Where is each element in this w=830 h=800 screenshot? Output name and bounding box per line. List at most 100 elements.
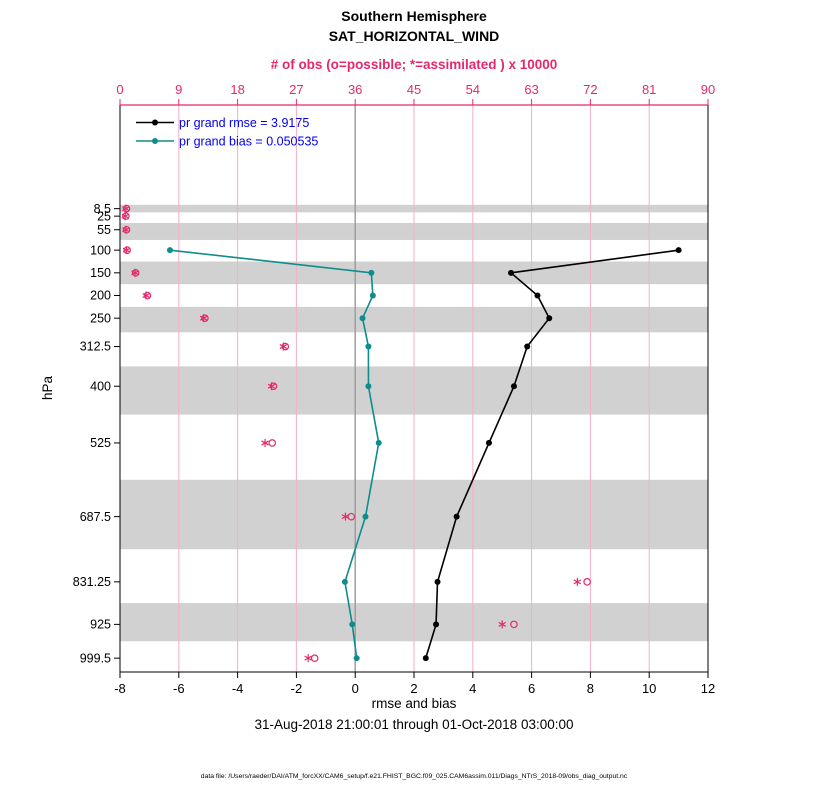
legend-samples bbox=[136, 119, 174, 144]
y-axis-label: hPa bbox=[40, 376, 55, 401]
svg-text:-8: -8 bbox=[114, 681, 126, 696]
assimilated-obs-marker bbox=[498, 620, 506, 629]
assimilated-obs-marker bbox=[122, 246, 131, 255]
svg-text:18: 18 bbox=[230, 82, 244, 97]
svg-text:925: 925 bbox=[90, 618, 111, 632]
possible-obs-marker bbox=[583, 578, 591, 586]
x-axis-label: rmse and bias bbox=[372, 696, 457, 711]
possible-obs-marker bbox=[123, 246, 131, 254]
bias-point bbox=[166, 247, 173, 254]
svg-text:8.5: 8.5 bbox=[94, 202, 111, 216]
generated-chart-layers: -8 -6 -4 -2 0 2 4 6 8 10 12 0 9 18 27 36 45 54 63 72 81 90 8.5… bbox=[73, 82, 715, 696]
top-axis-label: # of obs (o=possible; *=assimilated ) x … bbox=[271, 57, 558, 72]
svg-text:6: 6 bbox=[528, 681, 535, 696]
possible-obs-marker bbox=[122, 204, 131, 213]
svg-text:200: 200 bbox=[90, 289, 111, 303]
svg-text:25: 25 bbox=[97, 209, 111, 223]
svg-text:100: 100 bbox=[90, 243, 111, 257]
assimilated-obs-marker bbox=[142, 291, 150, 300]
svg-text:72: 72 bbox=[583, 82, 597, 97]
assimilated-obs-marker bbox=[199, 314, 208, 323]
rmse-point bbox=[422, 655, 429, 662]
legend-label-rmse: pr grand rmse = 3.9175 bbox=[179, 116, 309, 130]
svg-text:12: 12 bbox=[701, 681, 715, 696]
figure-title-line1: Southern Hemisphere bbox=[341, 8, 487, 24]
possible-obs-marker bbox=[122, 225, 131, 234]
rmse-point bbox=[453, 513, 460, 520]
svg-text:81: 81 bbox=[642, 82, 656, 97]
possible-obs-marker bbox=[347, 512, 356, 521]
svg-text:54: 54 bbox=[466, 82, 480, 97]
bias-point bbox=[353, 655, 360, 662]
bias-point bbox=[341, 578, 348, 585]
svg-text:90: 90 bbox=[701, 82, 715, 97]
svg-text:36: 36 bbox=[348, 82, 362, 97]
svg-text:312.5: 312.5 bbox=[80, 340, 111, 354]
possible-obs-marker bbox=[143, 291, 152, 300]
assimilated-obs-marker bbox=[261, 438, 269, 447]
svg-text:9: 9 bbox=[175, 82, 182, 97]
bias-point bbox=[365, 343, 372, 350]
rmse-point bbox=[508, 269, 515, 276]
svg-text:250: 250 bbox=[90, 311, 111, 325]
possible-obs-marker bbox=[281, 342, 290, 351]
svg-text:-6: -6 bbox=[173, 681, 185, 696]
possible-obs-marker bbox=[131, 269, 140, 277]
rmse-point bbox=[534, 292, 541, 299]
assimilated-obs-marker bbox=[267, 382, 276, 391]
figure-title-line2: SAT_HORIZONTAL_WIND bbox=[329, 28, 500, 44]
date-range-subtitle: 31-Aug-2018 21:00:01 through 01-Oct-2018… bbox=[255, 717, 574, 732]
svg-text:10: 10 bbox=[642, 681, 656, 696]
assimilated-obs-marker bbox=[573, 577, 582, 586]
bias-point bbox=[365, 383, 372, 390]
possible-obs-marker bbox=[269, 382, 278, 391]
assimilated-obs-marker bbox=[131, 268, 139, 277]
svg-text:150: 150 bbox=[90, 266, 111, 280]
svg-text:0: 0 bbox=[116, 82, 123, 97]
svg-text:8: 8 bbox=[587, 681, 594, 696]
legend-label-bias: pr grand bias = 0.050535 bbox=[179, 135, 318, 149]
svg-text:-4: -4 bbox=[232, 681, 244, 696]
bias-point bbox=[349, 621, 356, 628]
possible-obs-marker bbox=[122, 212, 130, 220]
top-axis-ticks: 0 9 18 27 36 45 54 63 72 81 90 bbox=[116, 82, 715, 105]
bias-point bbox=[368, 269, 375, 276]
rmse-point bbox=[675, 247, 682, 254]
svg-text:2: 2 bbox=[410, 681, 417, 696]
assimilated-obs-marker bbox=[279, 342, 288, 351]
svg-text:0: 0 bbox=[352, 681, 359, 696]
assimilated-obs-marker bbox=[122, 225, 130, 234]
svg-text:525: 525 bbox=[90, 436, 111, 450]
possible-obs-marker bbox=[510, 620, 518, 629]
assimilated-obs-marker bbox=[341, 512, 350, 521]
svg-text:400: 400 bbox=[90, 379, 111, 393]
assimilated-obs-marker bbox=[121, 212, 130, 221]
possible-obs-marker bbox=[268, 439, 277, 447]
possible-obs-marker bbox=[201, 314, 209, 322]
bias-point bbox=[359, 315, 366, 322]
bias-point bbox=[362, 513, 369, 520]
rmse-point bbox=[434, 578, 441, 585]
bias-series bbox=[166, 247, 382, 662]
svg-text:831.25: 831.25 bbox=[73, 575, 111, 589]
bias-point bbox=[375, 439, 382, 446]
assimilated-obs-marker bbox=[304, 654, 312, 663]
svg-text:63: 63 bbox=[524, 82, 538, 97]
assimilated-obs-marker bbox=[122, 204, 130, 213]
data-file-footer: data file: /Users/raeder/DAI/ATM_forcXX/… bbox=[201, 773, 628, 780]
possible-obs-marker bbox=[310, 654, 319, 662]
rmse-point bbox=[433, 621, 440, 628]
obs-count-markers bbox=[121, 204, 591, 663]
svg-text:4: 4 bbox=[469, 681, 476, 696]
bias-point bbox=[369, 292, 376, 299]
svg-text:55: 55 bbox=[97, 223, 111, 237]
rmse-point bbox=[524, 343, 531, 350]
bottom-axis-ticks: -8 -6 -4 -2 0 2 4 6 8 10 12 bbox=[114, 672, 715, 696]
rmse-point bbox=[510, 383, 517, 390]
svg-text:-2: -2 bbox=[291, 681, 303, 696]
rmse-point bbox=[546, 315, 553, 322]
svg-text:687.5: 687.5 bbox=[80, 510, 111, 524]
